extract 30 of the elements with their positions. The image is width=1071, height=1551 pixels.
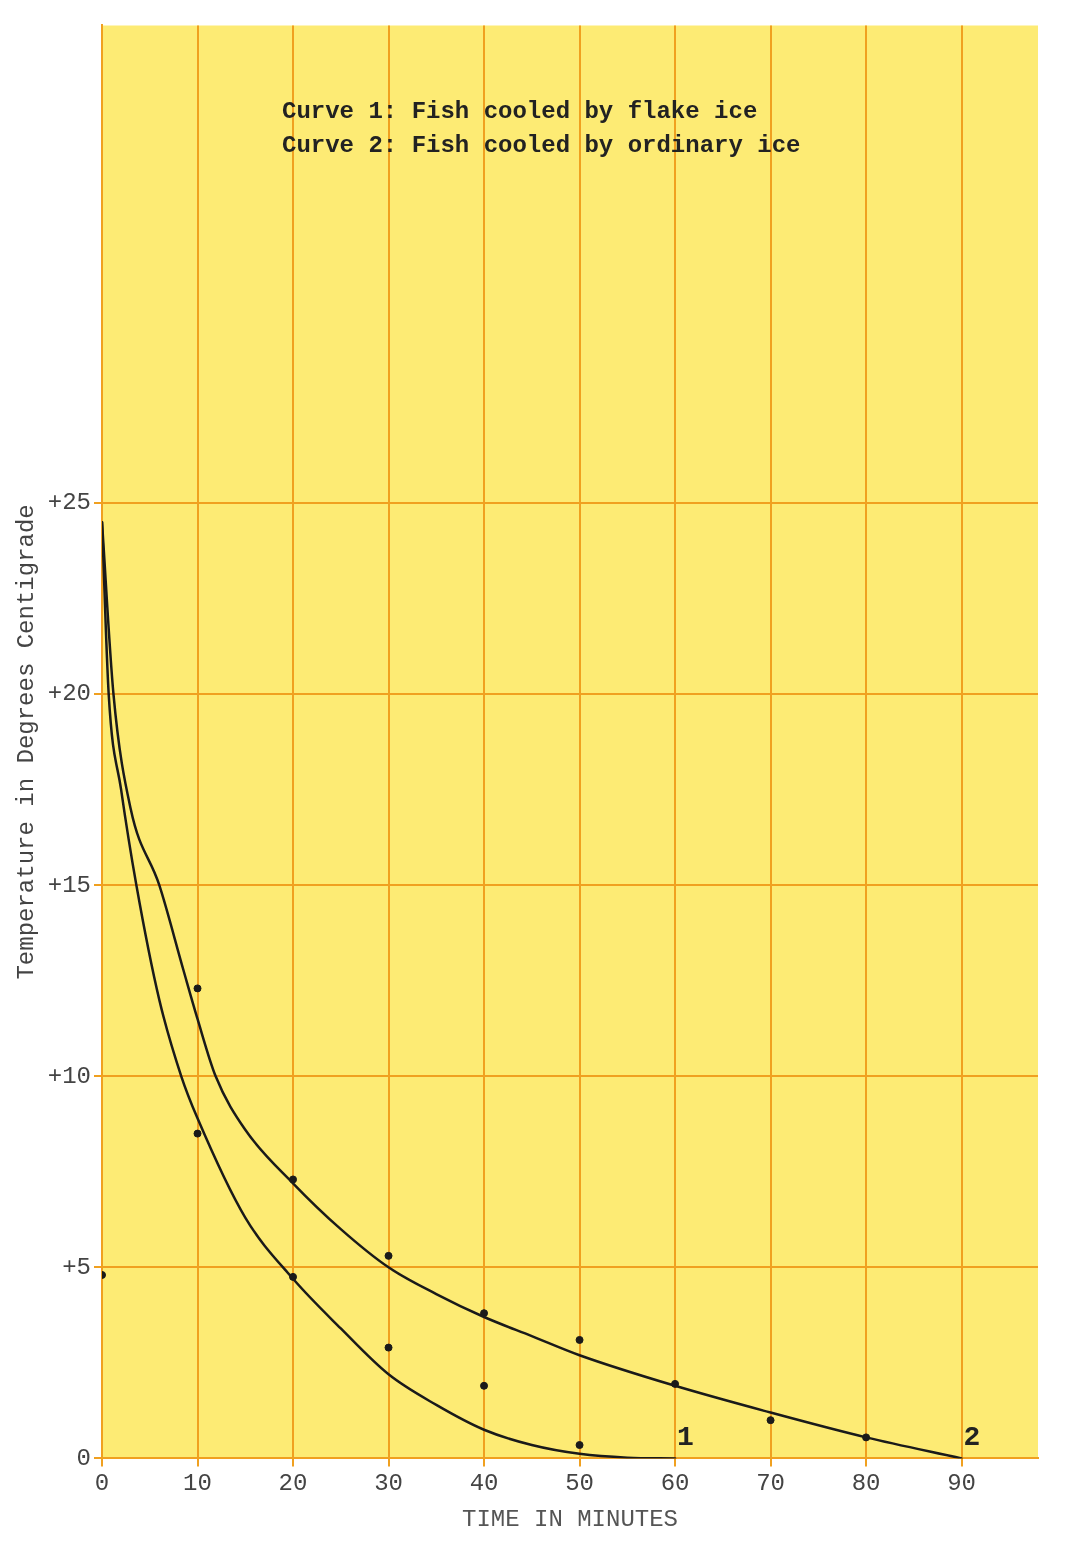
annotation: 2 [963, 1422, 981, 1454]
point [193, 984, 202, 993]
x-tick-label: 30 [374, 1470, 403, 1498]
point [193, 1129, 202, 1138]
x-tick-label: 20 [278, 1470, 308, 1498]
x-tick-label: 80 [851, 1470, 881, 1498]
y-tick-label: +25 [47, 489, 92, 517]
y-tick-label: +5 [62, 1253, 92, 1281]
y-tick-label: +10 [47, 1062, 92, 1090]
point [575, 1441, 584, 1450]
x-tick-label: 50 [565, 1470, 594, 1498]
y-axis-title: Temperature in Degrees Centigrade [12, 504, 40, 980]
point [766, 1416, 775, 1425]
x-tick-label: 90 [947, 1470, 976, 1498]
x-axis-title: TIME IN MINUTES [461, 1505, 679, 1533]
annotation: 1 [677, 1422, 694, 1454]
annotation: Curve 2: Fish cooled by ordinary ice [282, 132, 801, 160]
annotation: Curve 1: Fish cooled by flake ice [282, 98, 758, 126]
point [384, 1251, 393, 1260]
point [575, 1335, 584, 1344]
y-tick-label: 0 [76, 1444, 92, 1472]
x-tick-label: 0 [94, 1470, 110, 1498]
x-tick-label: 10 [183, 1470, 212, 1498]
x-tick-label: 40 [469, 1470, 499, 1498]
y-tick-label: +20 [47, 680, 92, 708]
point [384, 1343, 393, 1352]
x-tick-label: 70 [756, 1470, 785, 1498]
point [480, 1381, 489, 1390]
y-tick-label: +15 [47, 871, 92, 899]
x-tick-label: 60 [660, 1470, 690, 1498]
